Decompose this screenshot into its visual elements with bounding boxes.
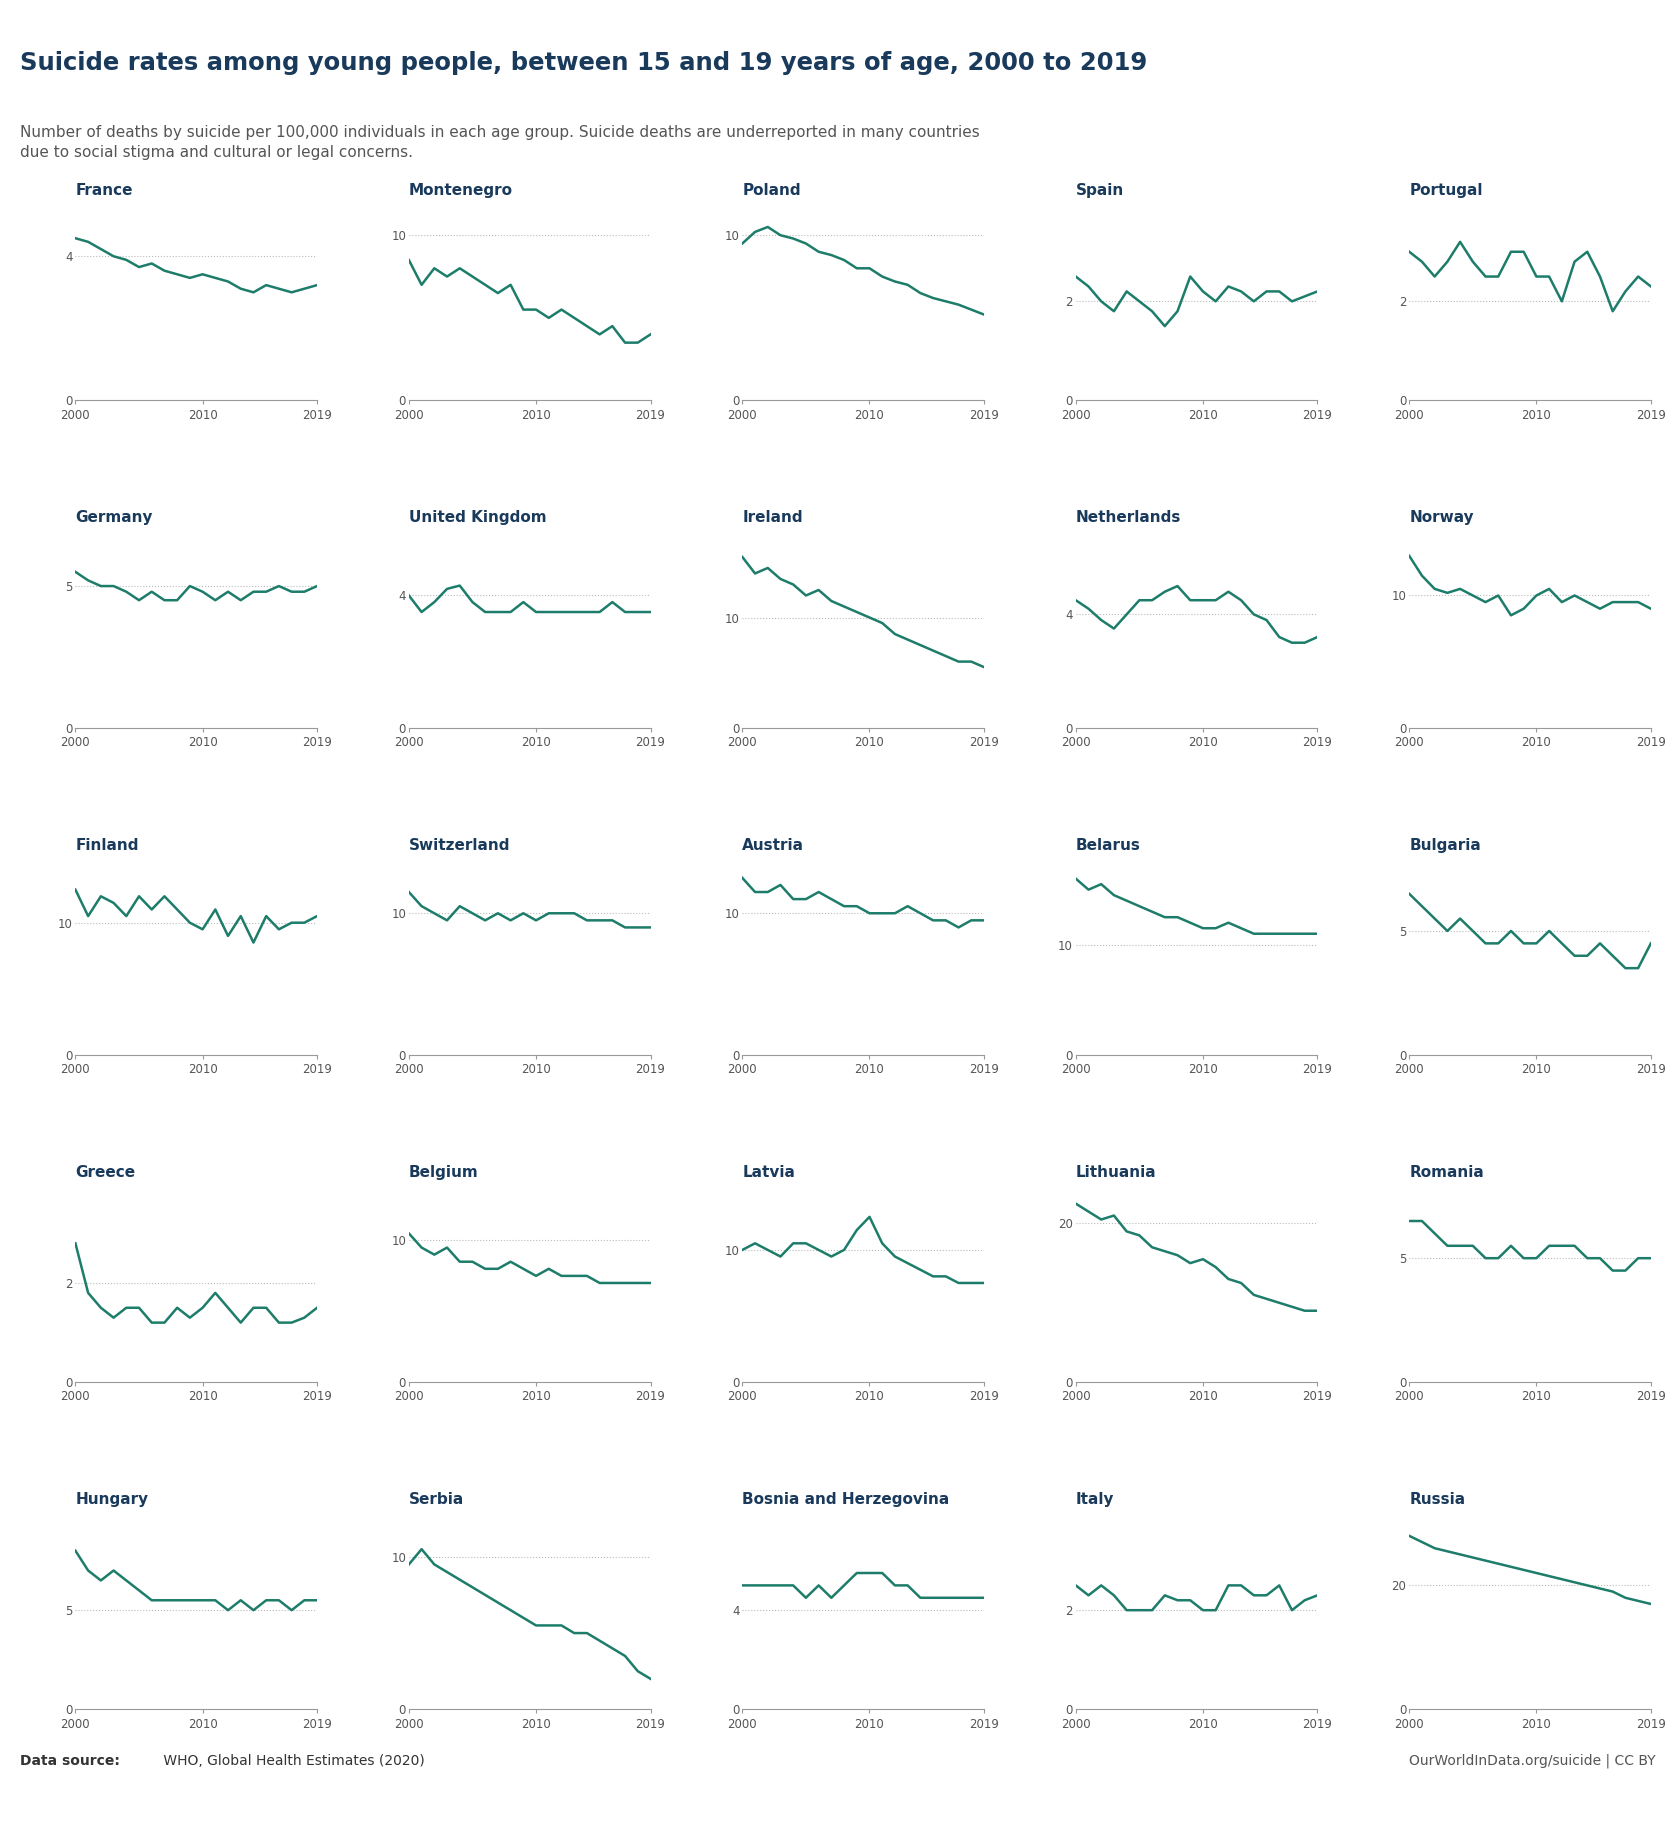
Text: Belarus: Belarus — [1076, 838, 1141, 853]
Text: Portugal: Portugal — [1410, 184, 1483, 199]
Text: WHO, Global Health Estimates (2020): WHO, Global Health Estimates (2020) — [159, 1753, 426, 1768]
Text: Germany: Germany — [75, 511, 153, 526]
Text: Latvia: Latvia — [742, 1165, 794, 1180]
Text: Finland: Finland — [75, 838, 139, 853]
Text: Romania: Romania — [1410, 1165, 1483, 1180]
Text: Number of deaths by suicide per 100,000 individuals in each age group. Suicide d: Number of deaths by suicide per 100,000 … — [20, 125, 980, 160]
Text: Netherlands: Netherlands — [1076, 511, 1182, 526]
Text: Hungary: Hungary — [75, 1492, 149, 1507]
Text: Our World: Our World — [1525, 57, 1596, 70]
Text: Greece: Greece — [75, 1165, 136, 1180]
Text: Russia: Russia — [1410, 1492, 1465, 1507]
Text: Italy: Italy — [1076, 1492, 1115, 1507]
Text: Montenegro: Montenegro — [409, 184, 513, 199]
Text: Serbia: Serbia — [409, 1492, 464, 1507]
Text: Ireland: Ireland — [742, 511, 803, 526]
Text: Spain: Spain — [1076, 184, 1125, 199]
Text: United Kingdom: United Kingdom — [409, 511, 546, 526]
Text: OurWorldInData.org/suicide | CC BY: OurWorldInData.org/suicide | CC BY — [1410, 1753, 1656, 1768]
Text: Lithuania: Lithuania — [1076, 1165, 1156, 1180]
Text: Data source:: Data source: — [20, 1753, 121, 1768]
Text: Bosnia and Herzegovina: Bosnia and Herzegovina — [742, 1492, 950, 1507]
Text: Poland: Poland — [742, 184, 801, 199]
Text: Bulgaria: Bulgaria — [1410, 838, 1482, 853]
Text: Belgium: Belgium — [409, 1165, 479, 1180]
Text: France: France — [75, 184, 132, 199]
Text: Norway: Norway — [1410, 511, 1473, 526]
Text: Switzerland: Switzerland — [409, 838, 511, 853]
Text: in Data: in Data — [1535, 101, 1585, 114]
Text: Suicide rates among young people, between 15 and 19 years of age, 2000 to 2019: Suicide rates among young people, betwee… — [20, 51, 1148, 75]
Text: Austria: Austria — [742, 838, 804, 853]
